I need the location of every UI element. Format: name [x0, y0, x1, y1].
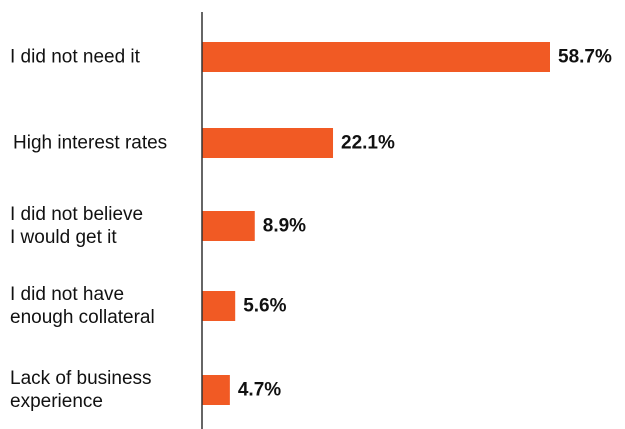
value-label: 22.1% [341, 133, 395, 154]
value-label: 8.9% [263, 216, 306, 237]
bar [202, 291, 236, 321]
bar [202, 211, 255, 241]
value-labels: 58.7% 22.1% 8.9% 5.6% 4.7% [238, 47, 612, 401]
value-label: 58.7% [558, 47, 612, 68]
category-label: enough collateral [10, 307, 155, 328]
category-label: I did not need it [10, 47, 141, 68]
category-label: Lack of business [10, 368, 152, 389]
value-label: 4.7% [238, 380, 281, 401]
category-label: I did not have [10, 284, 124, 305]
bars-layer [202, 42, 550, 405]
value-label: 5.6% [243, 296, 286, 317]
bar [202, 375, 230, 405]
category-label: I did not believe [10, 204, 143, 225]
bar [202, 42, 550, 72]
category-label: I would get it [10, 227, 117, 248]
category-labels: I did not need it High interest rates I di… [10, 47, 167, 413]
category-label: High interest rates [13, 133, 167, 154]
category-label: experience [10, 391, 103, 412]
bar [202, 128, 334, 158]
